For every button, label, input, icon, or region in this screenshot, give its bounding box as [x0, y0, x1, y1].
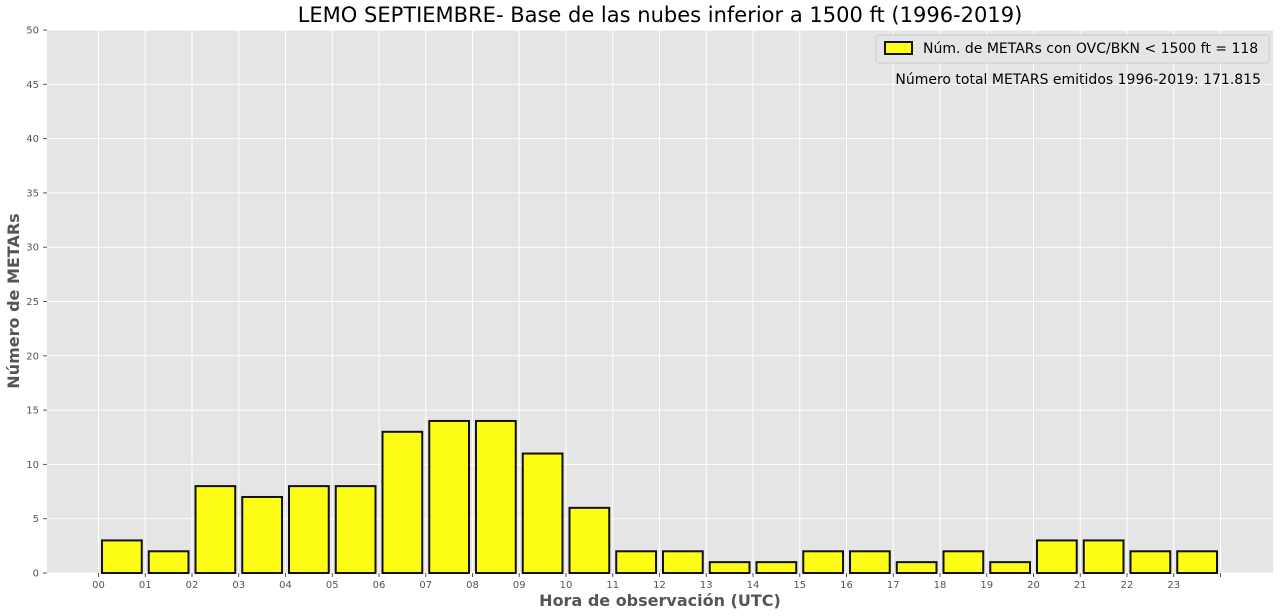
x-tick-label: 05 — [326, 580, 339, 591]
y-tick-label: 50 — [26, 26, 39, 37]
bars — [101, 419, 1218, 575]
y-tick-label: 10 — [26, 460, 39, 471]
x-tick-label: 03 — [232, 580, 245, 591]
y-axis-ticks: 0 5 10 15 20 25 30 35 40 45 50 — [26, 26, 47, 580]
bar-17 — [895, 561, 938, 575]
y-tick-label: 25 — [26, 297, 39, 308]
legend: Núm. de METARs con OVC/BKN < 1500 ft = 1… — [875, 34, 1270, 64]
y-tick-label: 45 — [26, 80, 39, 91]
x-tick-label: 22 — [1121, 580, 1134, 591]
bar-10 — [568, 506, 611, 574]
legend-box — [875, 34, 1270, 64]
bar-22 — [1129, 550, 1172, 575]
y-tick-label: 0 — [33, 569, 39, 580]
x-tick-label: 10 — [560, 580, 573, 591]
bar-19 — [989, 561, 1031, 575]
y-tick-label: 20 — [26, 351, 39, 362]
bar-21 — [1082, 539, 1125, 574]
bar-15 — [802, 550, 844, 575]
bar-23 — [1176, 550, 1218, 575]
x-axis-ticks: 00 01 02 03 04 05 06 07 08 09 10 11 12 13 14 15 16 17 18 19… — [92, 573, 1221, 591]
bar-00 — [101, 539, 143, 574]
grid-lines — [47, 29, 1273, 574]
y-axis-label: Número de METARs — [4, 213, 23, 388]
x-axis-label: Hora de observación (UTC) — [539, 591, 781, 610]
x-tick-label: 19 — [980, 580, 993, 591]
x-tick-label: 01 — [139, 580, 152, 591]
y-tick-label: 5 — [33, 514, 39, 525]
x-tick-label: 13 — [700, 580, 713, 591]
bar-13 — [708, 561, 751, 575]
bar-11 — [615, 550, 657, 575]
bar-08 — [475, 419, 517, 574]
bar-12 — [662, 550, 704, 575]
x-tick-label: 04 — [279, 580, 292, 591]
x-tick-label: 12 — [653, 580, 666, 591]
x-tick-label: 02 — [186, 580, 199, 591]
bar-04 — [288, 485, 330, 574]
x-tick-label: 16 — [840, 580, 853, 591]
y-tick-label: 35 — [26, 188, 39, 199]
x-tick-label: 17 — [887, 580, 900, 591]
bar-18 — [942, 550, 985, 575]
legend-label: Núm. de METARs con OVC/BKN < 1500 ft = 1… — [923, 41, 1258, 57]
x-tick-label: 18 — [934, 580, 947, 591]
bar-20 — [1036, 539, 1078, 574]
y-tick-label: 30 — [26, 243, 39, 254]
x-tick-label: 07 — [419, 580, 432, 591]
x-tick-label: 15 — [793, 580, 806, 591]
bar-01 — [147, 550, 190, 575]
bar-07 — [428, 419, 470, 574]
bar-06 — [381, 430, 424, 574]
x-tick-label: 20 — [1027, 580, 1040, 591]
x-tick-label: 23 — [1167, 580, 1180, 591]
x-tick-label: 21 — [1074, 580, 1087, 591]
y-tick-label: 15 — [26, 406, 39, 417]
bar-09 — [521, 452, 564, 575]
bar-03 — [241, 495, 283, 575]
bar-02 — [194, 485, 237, 574]
x-tick-label: 14 — [747, 580, 760, 591]
bar-05 — [334, 485, 377, 574]
x-tick-label: 00 — [92, 580, 105, 591]
x-tick-label: 11 — [606, 580, 619, 591]
x-tick-label: 06 — [373, 580, 386, 591]
x-tick-label: 08 — [466, 580, 479, 591]
bar-16 — [849, 550, 891, 575]
legend-swatch — [884, 41, 913, 55]
y-tick-label: 40 — [26, 134, 39, 145]
total-metars-annotation: Número total METARS emitidos 1996-2019: … — [895, 72, 1261, 88]
chart-title: LEMO SEPTIEMBRE- Base de las nubes infer… — [298, 3, 1023, 27]
bar-14 — [755, 561, 798, 575]
x-tick-label: 09 — [513, 580, 526, 591]
